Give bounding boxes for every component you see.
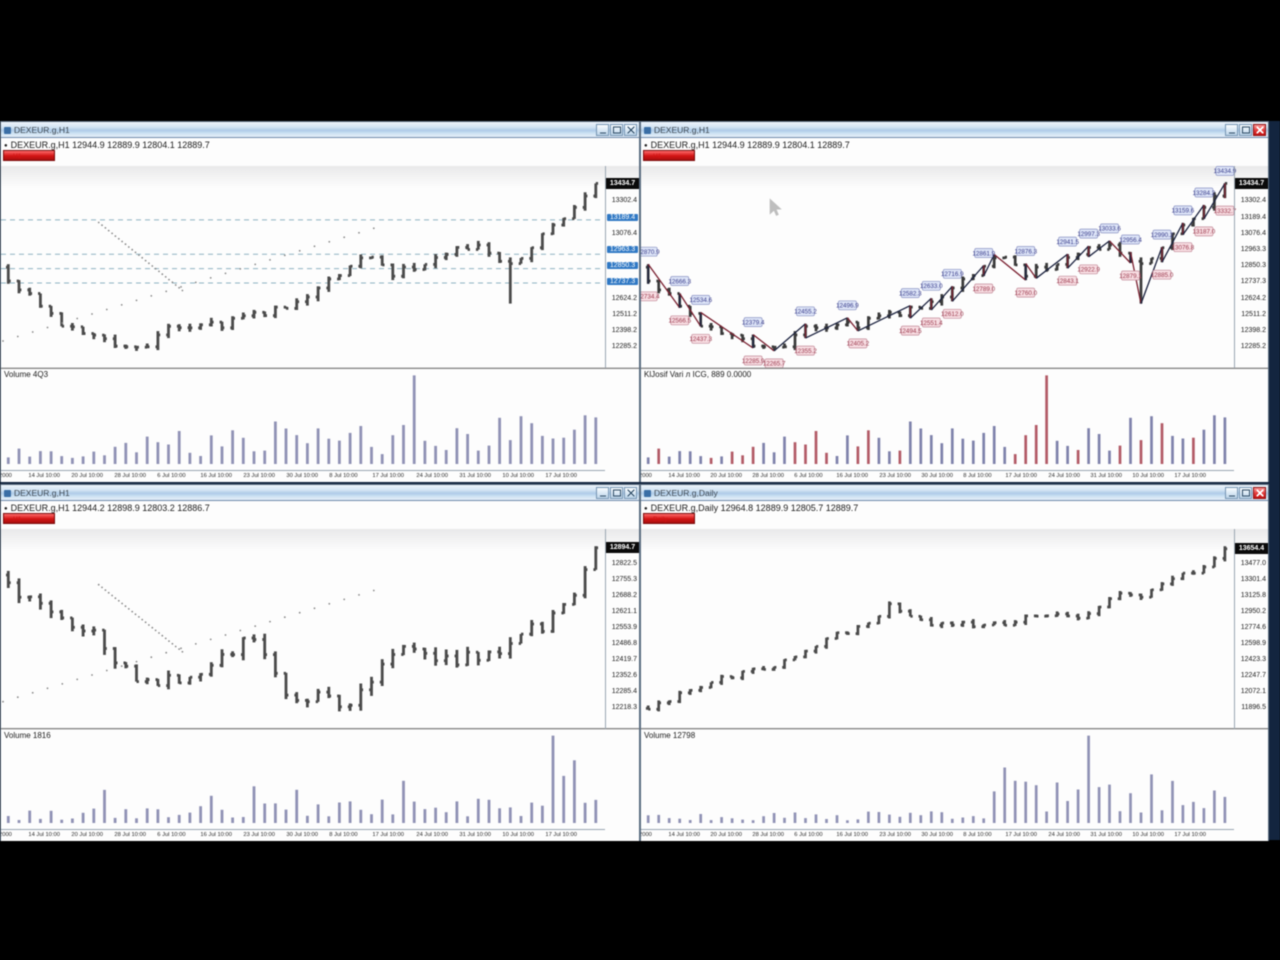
svg-text:12716.9: 12716.9 <box>941 271 964 278</box>
svg-text:12922.9: 12922.9 <box>1077 267 1100 274</box>
svg-text:12582.3: 12582.3 <box>899 290 922 297</box>
svg-text:12879.1: 12879.1 <box>1119 273 1142 280</box>
svg-text:12566.5: 12566.5 <box>668 318 691 325</box>
svg-text:12437.3: 12437.3 <box>689 336 712 343</box>
svg-text:12633.0: 12633.0 <box>920 283 943 290</box>
svg-text:12941.5: 12941.5 <box>1056 239 1079 246</box>
svg-text:12789.0: 12789.0 <box>972 286 995 293</box>
svg-text:12997.3: 12997.3 <box>1077 231 1100 238</box>
svg-text:12405.2: 12405.2 <box>847 341 870 348</box>
svg-text:12355.2: 12355.2 <box>794 348 817 355</box>
svg-text:13187.0: 13187.0 <box>1193 229 1216 236</box>
svg-text:12885.0: 12885.0 <box>1151 272 1174 279</box>
svg-text:12534.6: 12534.6 <box>689 297 712 304</box>
svg-text:12990.2: 12990.2 <box>1151 232 1174 239</box>
svg-text:12843.1: 12843.1 <box>1056 278 1079 285</box>
svg-text:12455.2: 12455.2 <box>794 309 817 316</box>
svg-text:13159.6: 13159.6 <box>1172 208 1195 215</box>
svg-text:12861.9: 12861.9 <box>972 250 995 257</box>
svg-text:12870.9: 12870.9 <box>641 249 660 256</box>
svg-text:13076.8: 13076.8 <box>1172 245 1195 252</box>
svg-text:13284.2: 13284.2 <box>1193 190 1216 197</box>
svg-text:12496.9: 12496.9 <box>836 303 859 310</box>
svg-text:12956.4: 12956.4 <box>1119 237 1142 244</box>
svg-text:12666.3: 12666.3 <box>668 278 691 285</box>
svg-text:13033.6: 13033.6 <box>1098 226 1121 233</box>
svg-text:12379.4: 12379.4 <box>742 319 765 326</box>
svg-text:12265.7: 12265.7 <box>763 361 786 368</box>
svg-text:12760.0: 12760.0 <box>1014 290 1037 297</box>
svg-text:12285.9: 12285.9 <box>742 358 765 365</box>
svg-text:12551.4: 12551.4 <box>920 320 943 327</box>
svg-text:12876.3: 12876.3 <box>1014 248 1037 255</box>
svg-text:12494.5: 12494.5 <box>899 328 922 335</box>
svg-text:12612.0: 12612.0 <box>941 311 964 318</box>
